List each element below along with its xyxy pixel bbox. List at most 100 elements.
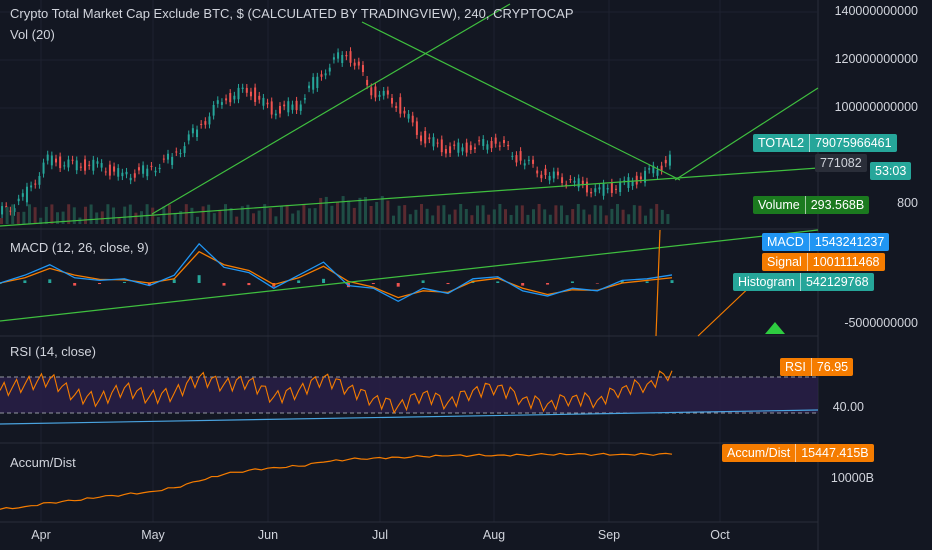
candle-body — [610, 182, 613, 193]
volume-bar — [319, 197, 323, 224]
macd-tick: -5000000000 — [844, 316, 918, 330]
candle-body — [440, 139, 443, 153]
volume-bar — [476, 205, 479, 224]
x-tick-jul: Jul — [372, 528, 388, 542]
price-tick: 120000000000 — [834, 52, 918, 66]
candle-body — [644, 170, 647, 183]
candle-body — [652, 165, 655, 174]
candle-body — [196, 129, 199, 138]
volume-bar — [364, 197, 367, 224]
volume-bar — [616, 204, 619, 224]
volume-bar — [151, 207, 155, 224]
volume-bar — [588, 214, 591, 224]
volume-bar — [358, 197, 362, 224]
macd-histogram-bar — [98, 283, 102, 285]
macd-histogram-bar — [546, 283, 550, 285]
candle-body — [519, 151, 522, 161]
candle-body — [274, 113, 277, 116]
candle-body — [137, 167, 140, 171]
volume-bar — [190, 207, 194, 224]
volume-bar — [246, 204, 250, 224]
x-tick-may: May — [141, 528, 165, 542]
accum-dist-line — [0, 452, 673, 510]
candle-body — [270, 101, 273, 115]
candle-body — [503, 140, 505, 144]
macd-histogram-bar — [147, 283, 151, 286]
candle-body — [577, 178, 580, 188]
candle-body — [370, 87, 373, 96]
accum-tag-value: 15447.415B — [801, 446, 869, 460]
volume-bar — [16, 212, 20, 224]
volume-bar — [95, 212, 99, 224]
volume-bar — [380, 196, 384, 224]
macd-histogram-bar — [371, 283, 375, 285]
volume-bar — [532, 209, 535, 224]
volume-bar — [212, 213, 216, 224]
accum-tag-key: Accum/Dist — [722, 444, 797, 462]
accum-pane-label: Accum/Dist — [10, 455, 76, 470]
volume-bar — [420, 204, 423, 224]
volume-bar — [123, 206, 127, 224]
candle-body — [129, 177, 132, 181]
volume-bar — [436, 205, 440, 224]
volume-bar — [224, 204, 227, 224]
volume-bar — [100, 211, 104, 224]
candle-body — [287, 101, 290, 113]
candle-body — [478, 140, 481, 142]
candle-body — [420, 135, 423, 142]
volume-bar — [582, 209, 586, 224]
volume-tag-value: 293.568B — [810, 198, 865, 212]
volume-bar — [67, 204, 71, 224]
volume-bar — [56, 212, 59, 224]
volume-bar — [492, 209, 496, 224]
rsi-tag-value: 76.95 — [816, 360, 849, 374]
x-tick-jun: Jun — [257, 528, 279, 542]
volume-bar — [89, 204, 93, 224]
candle-body — [569, 179, 572, 181]
volume-bar — [179, 210, 183, 224]
candle-body — [465, 142, 468, 153]
candle-body — [424, 130, 427, 144]
candle-body — [241, 87, 244, 89]
price-tick-partial: 800 — [897, 196, 918, 210]
candle-body — [523, 163, 526, 166]
candle-body — [295, 100, 298, 111]
volume-bar — [274, 216, 278, 224]
macd-histogram-bar — [570, 281, 574, 283]
candle-body — [498, 145, 501, 147]
candle-body — [38, 176, 41, 185]
candle-body — [63, 165, 66, 167]
volume-bar — [134, 212, 138, 224]
candle-body — [648, 168, 651, 170]
candle-body — [175, 151, 178, 153]
candle-body — [113, 166, 116, 172]
volume-bar — [403, 205, 407, 224]
candle-body — [187, 134, 190, 141]
candle-body — [656, 169, 659, 176]
volume-bar — [520, 205, 524, 224]
macd-histogram-bar — [496, 281, 500, 283]
candle-body — [486, 144, 489, 150]
trend-line-resistance — [361, 21, 681, 181]
macd-histogram-bar — [197, 275, 201, 283]
candle-body — [167, 153, 169, 160]
volume-bar — [414, 209, 418, 224]
candle-body — [415, 121, 418, 135]
candle-body — [395, 106, 398, 109]
candle-body — [366, 79, 369, 86]
volume-bar — [218, 210, 222, 224]
macd-histogram-bar — [322, 278, 326, 283]
countdown-tag: 53:03 — [870, 162, 912, 180]
volume-bar — [644, 215, 647, 224]
volume-bar — [498, 204, 502, 224]
histogram-tag-value: 542129768 — [805, 275, 869, 289]
volume-tag-key: Volume — [753, 196, 806, 214]
candle-body — [361, 65, 364, 73]
candle-body — [191, 128, 194, 134]
volume-bar — [347, 200, 351, 224]
volume-bar — [285, 204, 289, 224]
candle-body — [291, 104, 294, 110]
volume-tag: Volume 293.568B — [753, 196, 870, 214]
trend-line-projection — [674, 87, 819, 181]
